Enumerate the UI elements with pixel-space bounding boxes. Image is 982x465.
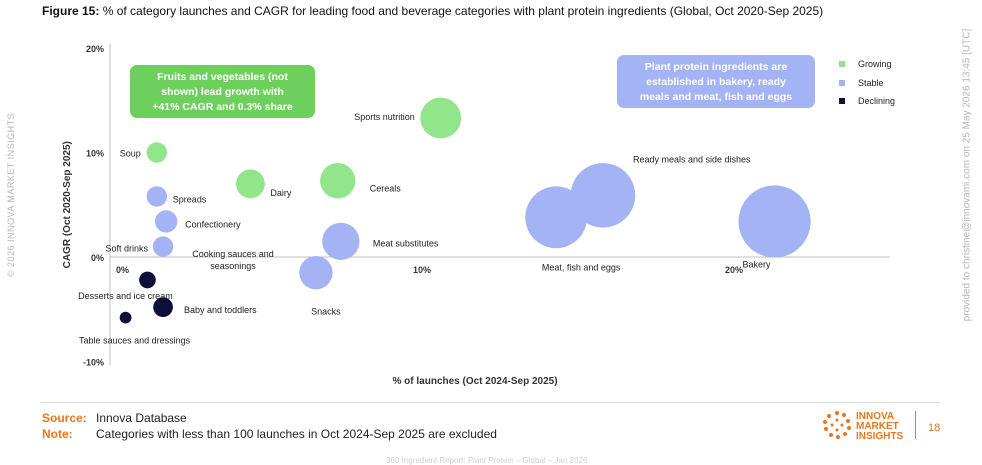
y-axis-title: CAGR (Oct 2020-Sep 2025) — [62, 141, 73, 268]
report-footer-text: 360 Ingredient Report: Plant Protein – G… — [386, 456, 588, 465]
innova-logo-icon — [823, 411, 851, 439]
bubble-label: Meat, fish and eggs — [542, 262, 621, 272]
callout-text: Plant protein ingredients are established… — [640, 61, 792, 103]
callout-text: Fruits and vegetables (not shown) lead gr… — [152, 71, 293, 113]
bubble-label: Cereals — [370, 184, 402, 194]
bubble — [322, 222, 360, 260]
note-label: Note: — [42, 427, 73, 441]
bubble — [139, 271, 156, 289]
bubble-label: Table sauces and dressings — [79, 336, 191, 346]
bubble-chart: 20% 10% 0% -10% 0% 10% 20% CAGR (Oct 2020-Sep 2… — [62, 44, 895, 387]
callout-box — [617, 55, 815, 108]
bubble — [153, 297, 173, 318]
innova-logo: INNOVA MARKET INSIGHTS — [822, 410, 922, 444]
bubble-label: Baby and toddlers — [184, 305, 257, 315]
x-tick-label: 20% — [725, 265, 743, 275]
bubble — [146, 142, 168, 163]
y-tick-label: 10% — [86, 149, 104, 159]
logo-separator — [915, 411, 916, 439]
bubble — [299, 256, 333, 290]
figure-label: Figure 15: — [42, 4, 100, 18]
logo-line-3: INSIGHTS — [856, 431, 904, 442]
logo-line-2: MARKET — [856, 421, 899, 432]
bubble — [154, 210, 178, 233]
logo-line-1: INNOVA — [856, 411, 895, 422]
bubble-label: Ready meals and side dishes — [633, 154, 751, 164]
bubble-label: Snacks — [311, 307, 341, 317]
source-label: Source: — [42, 411, 87, 425]
legend-label: Declining — [858, 96, 895, 106]
innova-logo-text: INNOVA MARKET INSIGHTS — [856, 412, 903, 442]
bubble-label: Dairy — [270, 188, 292, 198]
bubble-label: Confectionery — [185, 219, 241, 229]
source-text: Innova Database — [96, 411, 187, 425]
bubble — [738, 185, 811, 258]
x-tick-label: 10% — [413, 265, 431, 275]
legend-label: Growing — [858, 59, 892, 69]
y-tick-label: 20% — [86, 44, 104, 54]
x-axis-title: % of launches (Oct 2024-Sep 2025) — [393, 376, 558, 387]
bubble — [146, 186, 168, 207]
note-text: Categories with less than 100 launches i… — [96, 427, 497, 441]
y-tick-label: 0% — [91, 253, 104, 263]
bubble — [152, 236, 174, 257]
bubble — [119, 311, 132, 324]
bubble — [235, 169, 265, 199]
bubble — [420, 97, 462, 139]
figure-title-text: % of category launches and CAGR for lead… — [102, 4, 824, 18]
legend-label: Stable — [858, 78, 884, 88]
bubble-label: Cooking sauces and seasonings — [192, 249, 274, 271]
bubble-label: Meat substitutes — [373, 238, 439, 248]
footer-divider — [40, 402, 940, 403]
bubble-label: Desserts and ice cream — [78, 291, 173, 301]
page-number: 18 — [928, 422, 941, 434]
bubble-label: Soup — [120, 149, 141, 159]
bubble — [320, 163, 356, 199]
legend-swatch — [839, 98, 845, 104]
bubble-label: Sports nutrition — [354, 112, 415, 122]
figure-title: Figure 15: % of category launches and CA… — [42, 4, 823, 18]
bubble — [570, 163, 636, 228]
bubble-label: Soft drinks — [106, 244, 149, 254]
legend-swatch — [839, 61, 845, 67]
y-tick-label: -10% — [83, 358, 104, 368]
callout-box — [130, 65, 315, 118]
legend-swatch — [839, 80, 845, 86]
bubble-label: Spreads — [173, 194, 207, 204]
x-tick-label: 0% — [116, 265, 129, 275]
bubble-label: Bakery — [743, 259, 772, 269]
